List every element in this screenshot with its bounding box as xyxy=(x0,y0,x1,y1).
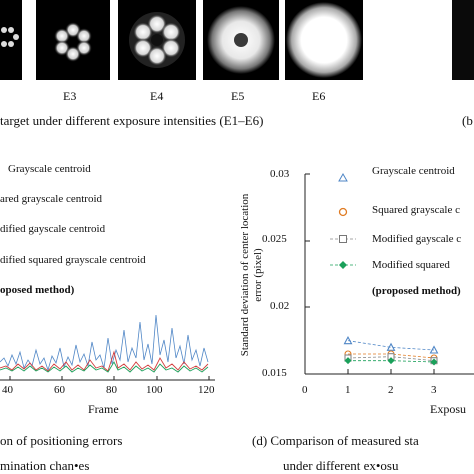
right-series-line-1 xyxy=(347,340,435,351)
right-caption-line1: (d) Comparison of measured sta xyxy=(252,433,419,448)
left-x-axis-label: Frame xyxy=(88,402,119,416)
exposure-image-e2 xyxy=(0,0,22,80)
left-x-tick-60: 60 xyxy=(54,384,65,396)
left-legend-proposed: oposed method) xyxy=(0,284,75,296)
exposure-image-e5 xyxy=(203,0,279,80)
target-image-e2 xyxy=(1,27,19,47)
right-series-line-3 xyxy=(347,356,435,362)
right-series-1-point-1 xyxy=(343,336,353,345)
exposure-label-e5: E5 xyxy=(231,89,245,103)
right-legend-modified: Modified gayscale c xyxy=(372,233,462,245)
right-x-axis-label: Exposu xyxy=(430,402,466,416)
right-x-tick-3: 3 xyxy=(431,384,437,396)
exposure-image-partial xyxy=(452,0,474,80)
right-x-tick-0: 0 xyxy=(302,384,308,396)
right-legend-marker-modified xyxy=(330,235,356,243)
left-legend-modified-squared: dified squared grayscale centroid xyxy=(0,254,146,266)
right-y-tick-0030: 0.03 xyxy=(270,168,290,180)
right-series-4-point-3 xyxy=(430,358,438,366)
left-caption-line1: on of positioning errors xyxy=(0,433,123,448)
right-panel-caption-fragment: (b xyxy=(462,113,473,128)
right-y-tick-0015: 0.015 xyxy=(262,367,287,379)
right-legend-modified-squared: Modified squared xyxy=(372,259,450,271)
right-legend-marker-proposed xyxy=(330,261,356,269)
right-series-1-point-2 xyxy=(386,342,396,351)
left-legend-grayscale: Grayscale centroid xyxy=(8,163,91,175)
exposure-image-e4 xyxy=(118,0,196,80)
left-series-green xyxy=(0,361,209,373)
left-series-red xyxy=(0,350,209,372)
exposure-label-e3: E3 xyxy=(63,89,77,103)
left-caption-line2: mination chan•es xyxy=(0,458,90,473)
exposure-label-e4: E4 xyxy=(150,89,164,103)
left-series-blue xyxy=(0,314,209,372)
right-x-tick-2: 2 xyxy=(388,384,394,396)
right-legend-marker-squared xyxy=(338,207,348,217)
left-legend-squared: ared grayscale centroid xyxy=(0,193,102,205)
right-legend-squared: Squared grayscale c xyxy=(372,204,460,216)
right-y-label-line2: error (pixel) xyxy=(252,248,264,302)
right-series-4-point-1 xyxy=(344,357,352,365)
right-legend-marker-grayscale xyxy=(338,172,348,182)
left-x-tick-40: 40 xyxy=(2,384,13,396)
exposure-image-e3 xyxy=(36,0,110,80)
left-x-tick-120: 120 xyxy=(198,384,215,396)
left-plot-area xyxy=(0,314,215,381)
left-legend-modified: dified gayscale centroid xyxy=(0,223,106,235)
right-caption-line2: under different ex•osu xyxy=(283,458,399,473)
right-series-4-point-2 xyxy=(387,357,395,365)
left-x-tick-100: 100 xyxy=(146,384,163,396)
right-series-1-point-3 xyxy=(429,345,439,354)
right-y-label-line1: Standard deviation of center location xyxy=(239,193,251,357)
exposure-image-e6 xyxy=(285,0,363,80)
right-legend-grayscale: Grayscale centroid xyxy=(372,165,455,177)
right-y-tick-0020: 0.02 xyxy=(270,300,290,312)
right-x-tick-1: 1 xyxy=(345,384,351,396)
right-plot-area xyxy=(304,172,474,375)
left-x-tick-80: 80 xyxy=(106,384,117,396)
top-panel-caption: target under different exposure intensit… xyxy=(0,113,264,128)
exposure-label-e6: E6 xyxy=(312,89,326,103)
right-y-tick-0025: 0.025 xyxy=(262,233,287,245)
right-legend-proposed: (proposed method) xyxy=(372,285,461,297)
right-y-axis-label: Standard deviation of center location er… xyxy=(239,160,265,390)
